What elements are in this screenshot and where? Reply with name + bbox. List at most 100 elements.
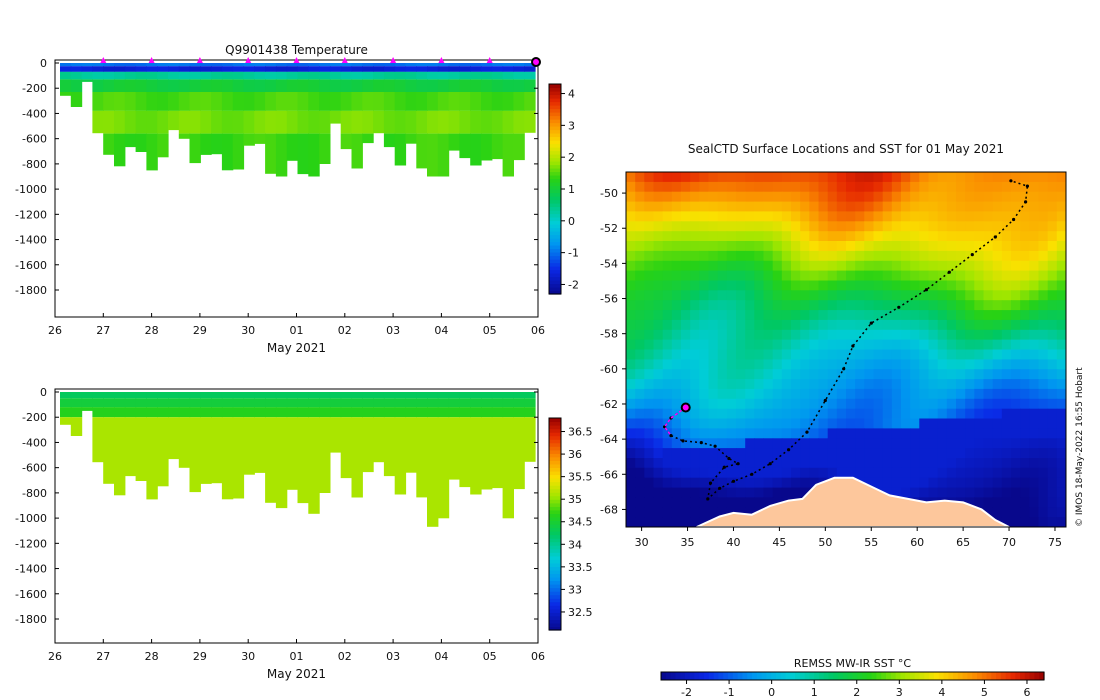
sst-cell <box>937 398 948 410</box>
colorbar-tick-label: 0 <box>768 686 775 699</box>
sst-cell <box>754 231 764 242</box>
profile-cell <box>362 398 374 408</box>
sst-cell <box>653 497 664 508</box>
sst-cell <box>1029 319 1039 331</box>
profile-cell <box>524 71 536 80</box>
sst-cell <box>708 290 719 301</box>
sst-cell <box>781 310 792 321</box>
sst-cell <box>974 418 984 429</box>
sst-cell <box>800 388 810 400</box>
profile-cell <box>124 66 137 72</box>
sst-cell <box>919 477 929 489</box>
colorbar-tick-label: -1 <box>568 247 579 260</box>
colorbar-segment <box>886 672 892 680</box>
sst-cell <box>873 438 884 449</box>
sst-cell <box>791 467 801 479</box>
sst-cell <box>1029 339 1039 350</box>
sst-cell <box>1056 270 1067 281</box>
sst-cell <box>928 448 939 459</box>
sst-cell <box>882 438 893 449</box>
sst-cell <box>809 250 819 262</box>
sst-cell <box>1020 379 1030 390</box>
colorbar-segment <box>549 245 561 250</box>
sst-cell <box>736 221 746 232</box>
profile-cell <box>340 392 353 399</box>
sst-cell <box>1029 507 1039 518</box>
sst-cell <box>800 221 810 232</box>
profile-cell <box>60 79 72 92</box>
sst-cell <box>1056 250 1067 262</box>
colorbar-segment <box>549 460 561 465</box>
sst-cell <box>717 458 728 469</box>
sst-cell <box>1047 507 1058 518</box>
y-tick-label: -200 <box>22 411 47 424</box>
sst-cell <box>626 329 636 341</box>
sst-cell <box>1056 388 1067 400</box>
sst-cell <box>928 467 939 479</box>
sst-cell <box>873 260 884 272</box>
colorbar-segment <box>1010 672 1016 680</box>
colorbar-segment <box>549 509 561 514</box>
profile-cell <box>481 92 493 111</box>
sst-cell <box>1047 428 1058 439</box>
sst-cell <box>626 408 636 420</box>
sst-cell <box>772 448 783 459</box>
sst-cell <box>717 477 728 489</box>
profile-cell <box>189 63 201 67</box>
sst-cell <box>635 369 645 380</box>
sst-cell <box>864 388 874 400</box>
sst-cell <box>882 369 893 380</box>
colorbar-segment <box>549 94 561 99</box>
sst-cell <box>726 172 737 183</box>
profile-cell <box>373 71 385 80</box>
sst-cell <box>901 329 911 341</box>
sst-cell <box>736 201 746 212</box>
sst-cell <box>708 241 719 252</box>
sst-cell <box>754 467 764 479</box>
sst-cell <box>965 477 975 489</box>
sst-cell <box>736 467 746 479</box>
sst-cell <box>846 181 856 193</box>
x-tick-label: 45 <box>772 536 786 549</box>
sst-cell <box>1001 241 1012 252</box>
y-tick-label: -1800 <box>15 284 47 297</box>
sst-cell <box>965 172 975 183</box>
sst-cell <box>662 418 673 429</box>
sst-cell <box>772 211 783 222</box>
sst-cell <box>754 310 764 321</box>
sst-cell <box>1011 408 1021 420</box>
sst-cell <box>919 172 929 183</box>
sst-cell <box>928 477 939 489</box>
sst-cell <box>772 260 783 272</box>
sst-cell <box>901 290 911 301</box>
colorbar-segment <box>549 276 561 281</box>
profile-cell <box>135 92 147 111</box>
colorbar-segment <box>670 672 676 680</box>
sst-cell <box>1001 290 1012 301</box>
sst-cell <box>1020 359 1030 370</box>
sst-cell <box>800 329 810 341</box>
sst-cell <box>763 438 774 449</box>
sst-cell <box>763 398 774 410</box>
track-point <box>1012 217 1016 222</box>
sst-cell <box>827 191 838 203</box>
sst-cell <box>662 507 673 518</box>
sst-cell <box>717 270 728 281</box>
colorbar-segment <box>549 591 561 596</box>
profile-cell <box>178 79 191 92</box>
sst-cell <box>983 191 994 203</box>
sst-cell <box>800 398 810 410</box>
profile-cell <box>351 417 363 498</box>
sst-cell <box>974 201 984 212</box>
profile-cell <box>254 79 266 92</box>
sst-cell <box>754 388 764 400</box>
colorbar-segment <box>1020 672 1026 680</box>
x-tick-label: 05 <box>483 324 497 337</box>
colorbar-segment <box>549 280 561 285</box>
sst-cell <box>1029 290 1039 301</box>
sst-cell <box>1047 201 1058 212</box>
sst-cell <box>873 280 884 291</box>
profile-cell <box>146 133 158 171</box>
sst-cell <box>1020 448 1030 459</box>
sst-cell <box>992 438 1003 449</box>
